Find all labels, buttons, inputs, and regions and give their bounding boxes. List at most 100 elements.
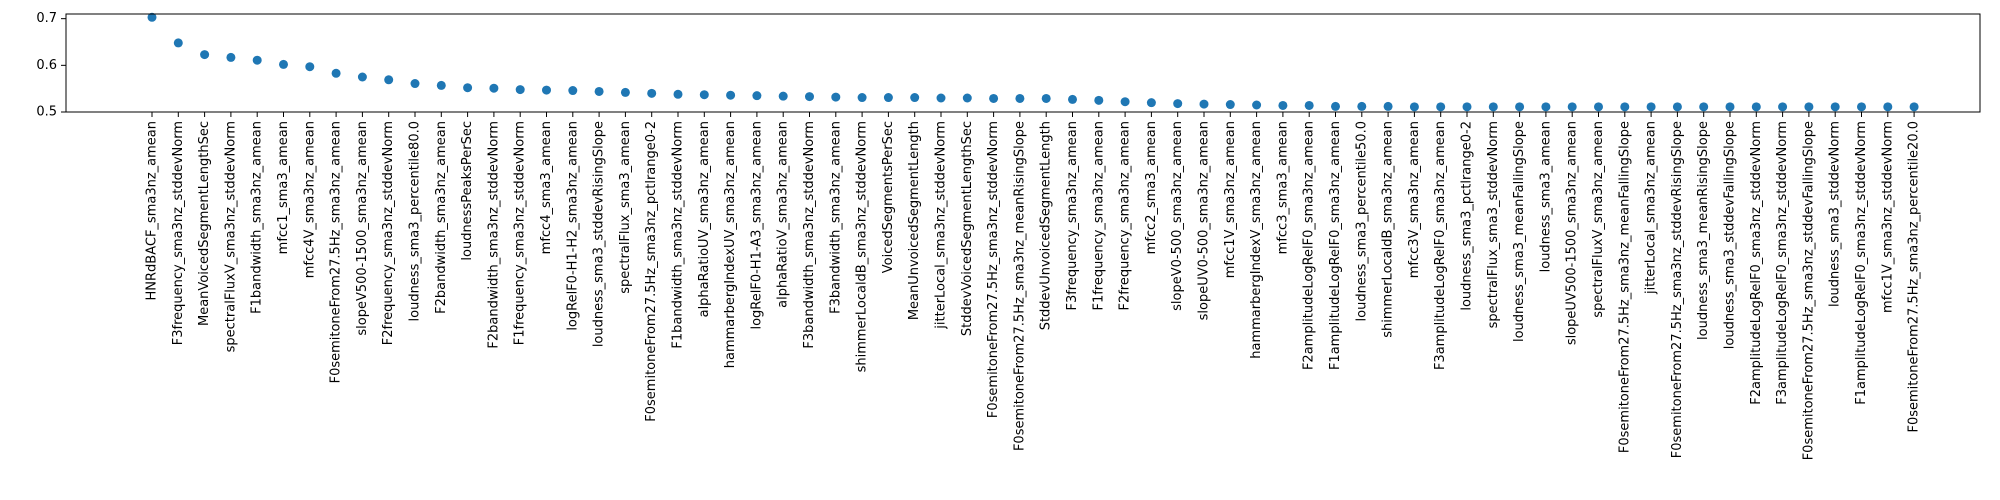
x-tick-label: F1amplitudeLogRelF0_sma3nz_stddevNorm bbox=[1854, 121, 1869, 405]
x-tick-label: F2frequency_sma3nz_stddevNorm bbox=[381, 121, 396, 345]
x-tick-label: F0semitoneFrom27.5Hz_sma3nz_meanFallingS… bbox=[1617, 121, 1632, 453]
data-point bbox=[1015, 93, 1025, 103]
x-tick-label: loudness_sma3_meanFallingSlope bbox=[1512, 121, 1527, 342]
data-point bbox=[778, 91, 788, 101]
x-tick-label: F0semitoneFrom27.5Hz_sma3nz_stddevRising… bbox=[1670, 121, 1685, 458]
data-point bbox=[147, 12, 157, 22]
data-point bbox=[1857, 102, 1866, 112]
x-tick-label: F3amplitudeLogRelF0_sma3nz_amean bbox=[1433, 121, 1448, 370]
x-tick-label: F0semitoneFrom27.5Hz_sma3nz_stddevFallin… bbox=[1801, 121, 1816, 460]
data-point bbox=[568, 86, 578, 96]
data-point bbox=[936, 93, 946, 103]
x-tick-label: loudness_sma3_amean bbox=[1538, 121, 1553, 272]
data-point bbox=[1672, 102, 1682, 112]
data-point bbox=[436, 80, 446, 90]
data-point bbox=[1725, 102, 1735, 112]
data-point bbox=[1225, 100, 1235, 110]
data-point bbox=[1778, 102, 1788, 112]
data-point bbox=[1488, 102, 1498, 112]
x-tick-label: F0semitoneFrom27.5Hz_sma3nz_meanRisingSl… bbox=[1012, 121, 1027, 451]
data-point bbox=[1409, 102, 1419, 112]
x-tick-label: F1frequency_sma3nz_amean bbox=[1091, 121, 1106, 311]
data-point bbox=[463, 83, 473, 93]
x-tick-label: F2bandwidth_sma3nz_amean bbox=[434, 121, 449, 314]
x-tick-label: logRelF0-H1-A3_sma3nz_amean bbox=[749, 121, 764, 330]
x-tick-label: slopeV0-500_sma3nz_amean bbox=[1170, 121, 1185, 311]
data-point bbox=[1751, 102, 1761, 112]
x-tick-label: F3bandwidth_sma3nz_stddevNorm bbox=[802, 121, 817, 349]
x-tick-label: spectralFlux_sma3_stddevNorm bbox=[1486, 121, 1501, 328]
x-tick-label: HNRdBACF_sma3nz_amean bbox=[145, 121, 160, 301]
data-point bbox=[883, 93, 893, 103]
data-point bbox=[489, 83, 499, 93]
data-point bbox=[1804, 102, 1814, 112]
data-point bbox=[1278, 100, 1288, 110]
data-point bbox=[305, 62, 315, 72]
x-tick-label: F1bandwidth_sma3nz_amean bbox=[250, 121, 265, 314]
data-point bbox=[1304, 100, 1314, 110]
data-point bbox=[1331, 101, 1340, 111]
x-tick-label: slopeUV500-1500_sma3nz_amean bbox=[1565, 121, 1580, 345]
x-tick-label: loudness_sma3_stddevNorm bbox=[1828, 121, 1843, 307]
x-tick-label: MeanVoicedSegmentLengthSec bbox=[197, 121, 212, 326]
x-tick-label: VoicedSegmentsPerSec bbox=[881, 121, 896, 273]
x-tick-label: mfcc1_sma3_amean bbox=[276, 121, 291, 254]
data-point bbox=[331, 68, 341, 78]
data-point bbox=[699, 90, 709, 100]
data-point bbox=[620, 87, 630, 97]
data-point bbox=[200, 50, 210, 60]
x-tick-label: F2amplitudeLogRelF0_sma3nz_amean bbox=[1302, 121, 1317, 370]
x-tick-label: F1frequency_sma3nz_stddevNorm bbox=[513, 121, 528, 345]
data-point bbox=[594, 86, 604, 96]
data-point bbox=[1068, 94, 1077, 104]
x-tick-label: mfcc1V_sma3nz_amean bbox=[1223, 121, 1238, 278]
data-point bbox=[673, 89, 683, 99]
x-axis: HNRdBACF_sma3nz_amean F3frequency_sma3nz_… bbox=[145, 112, 1922, 460]
x-tick-label: loudness_sma3_pctlrange0-2 bbox=[1460, 121, 1475, 311]
data-point bbox=[1515, 102, 1525, 112]
x-tick-label: hammarbergIndexV_sma3nz_amean bbox=[1249, 121, 1264, 359]
x-tick-label: F3amplitudeLogRelF0_sma3nz_stddevNorm bbox=[1775, 121, 1790, 405]
data-point bbox=[1383, 101, 1393, 111]
data-point bbox=[910, 93, 920, 103]
data-point bbox=[1199, 99, 1209, 109]
data-point bbox=[410, 79, 420, 89]
y-tick-label: 0.6 bbox=[36, 58, 57, 73]
x-tick-label: StddevUnvoicedSegmentLength bbox=[1039, 121, 1054, 330]
x-tick-label: spectralFluxV_sma3nz_stddevNorm bbox=[223, 121, 238, 352]
x-tick-label: mfcc4_sma3_amean bbox=[539, 121, 554, 254]
data-point bbox=[1436, 102, 1446, 112]
x-tick-label: F0semitoneFrom27.5Hz_sma3nz_percentile20… bbox=[1907, 121, 1922, 433]
data-point bbox=[173, 38, 183, 48]
x-tick-label: F3bandwidth_sma3nz_amean bbox=[828, 121, 843, 314]
x-tick-label: mfcc2_sma3_amean bbox=[1144, 121, 1159, 254]
x-tick-label: loudness_sma3_percentile50.0 bbox=[1354, 121, 1369, 321]
x-tick-label: loudness_sma3_meanRisingSlope bbox=[1696, 121, 1711, 340]
y-axis: 0.5 0.6 0.7 bbox=[36, 11, 66, 120]
x-tick-label: jitterLocal_sma3nz_stddevNorm bbox=[934, 121, 949, 330]
data-point bbox=[357, 72, 367, 82]
data-point bbox=[962, 93, 972, 103]
data-point bbox=[1541, 102, 1551, 112]
x-tick-label: F0semitoneFrom27.5Hz_sma3nz_amean bbox=[329, 121, 344, 383]
data-point bbox=[226, 52, 236, 62]
data-point bbox=[1120, 97, 1130, 107]
data-point bbox=[1909, 102, 1919, 112]
data-point bbox=[515, 85, 525, 95]
x-tick-label: MeanUnvoicedSegmentLength bbox=[907, 121, 922, 320]
data-point bbox=[831, 92, 841, 102]
data-point bbox=[1041, 93, 1051, 103]
data-point bbox=[647, 88, 657, 98]
x-tick-label: F1amplitudeLogRelF0_sma3nz_amean bbox=[1328, 121, 1343, 370]
data-point bbox=[542, 85, 551, 95]
data-point bbox=[1146, 98, 1156, 108]
data-point bbox=[1094, 95, 1104, 105]
data-point bbox=[857, 93, 867, 103]
data-point bbox=[1252, 100, 1262, 110]
data-point bbox=[726, 90, 736, 100]
x-tick-label: F1bandwidth_sma3nz_stddevNorm bbox=[671, 121, 686, 349]
data-point bbox=[384, 75, 394, 85]
data-point bbox=[1699, 102, 1709, 112]
x-tick-label: mfcc4V_sma3nz_amean bbox=[302, 121, 317, 278]
x-tick-label: F0semitoneFrom27.5Hz_sma3nz_pctlrange0-2 bbox=[644, 121, 659, 422]
